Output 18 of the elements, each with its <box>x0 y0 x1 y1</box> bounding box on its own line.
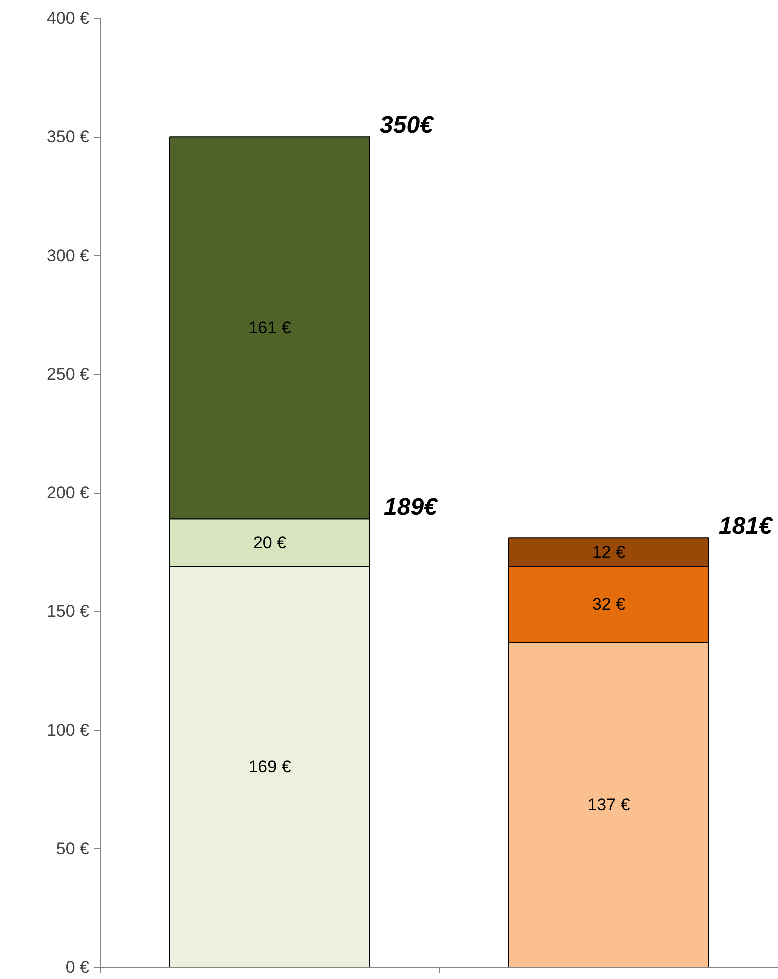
total-label: 350€ <box>380 112 436 140</box>
y-tick-label: 350 € <box>46 128 90 147</box>
data-label: 169 € <box>248 758 292 777</box>
y-tick-label: 250 € <box>46 364 90 384</box>
data-label: 20 € <box>253 533 288 552</box>
y-tick-label: 150 € <box>46 602 90 622</box>
y-tick-label: 400 € <box>46 9 90 28</box>
y-tick-label: 0 € <box>66 958 90 977</box>
annotation: 189€ <box>384 494 440 522</box>
data-label: 32 € <box>592 595 626 614</box>
data-label: 137 € <box>588 795 631 814</box>
y-tick-label: 50 € <box>56 839 90 858</box>
total-label: 181€ <box>719 513 774 540</box>
y-tick-label: 200 € <box>46 484 90 502</box>
y-tick-label: 300 € <box>46 246 90 266</box>
y-tick-label: 100 € <box>46 720 90 740</box>
data-label: 12 € <box>592 542 626 562</box>
data-label: 161 € <box>248 318 292 338</box>
